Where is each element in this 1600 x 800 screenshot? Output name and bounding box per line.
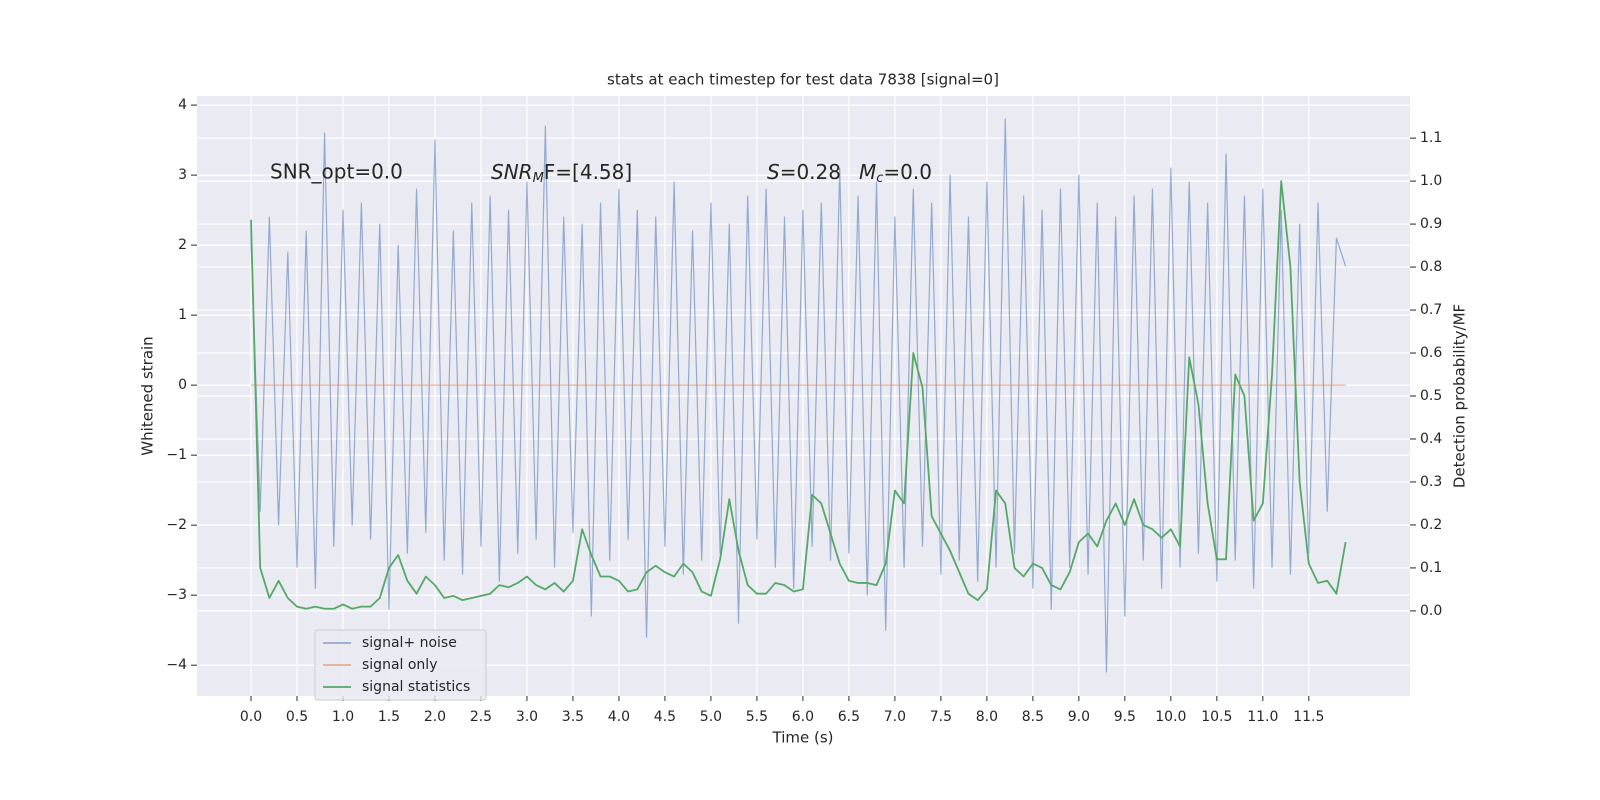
annotation-rest: =0.0 — [883, 160, 932, 184]
y-tick-label: −1 — [166, 447, 187, 463]
chart-title: stats at each timestep for test data 783… — [607, 71, 999, 89]
annotation: SNR_opt=0.0 — [270, 160, 403, 184]
y2-tick-label: 0.1 — [1420, 560, 1442, 576]
y2-axis-label: Detection probability/MF — [1451, 304, 1469, 488]
y2-tick-label: 0.5 — [1420, 388, 1442, 404]
annotation-rest: =0.28 — [780, 160, 841, 184]
annotation-base: M — [859, 160, 876, 184]
y-tick-label: 3 — [178, 167, 187, 183]
y2-tick-label: 0.0 — [1420, 603, 1442, 619]
x-tick-label: 3.5 — [562, 709, 584, 725]
y-tick-label: 0 — [178, 377, 187, 393]
annotation-sub: M — [533, 171, 544, 186]
y2-tick-label: 0.7 — [1420, 302, 1442, 318]
legend-label: signal only — [362, 657, 437, 673]
annotation-rest: F=[4.58] — [544, 160, 632, 184]
y-tick-label: −4 — [166, 657, 187, 673]
y-tick-label: 4 — [178, 97, 187, 113]
y2-tick-label: 0.6 — [1420, 345, 1442, 361]
legend-label: signal statistics — [362, 679, 470, 695]
y2-tick-label: 0.4 — [1420, 431, 1442, 447]
x-tick-label: 5.0 — [700, 709, 722, 725]
x-tick-label: 9.0 — [1068, 709, 1090, 725]
series-line — [250, 180, 1347, 610]
y-tick-label: 1 — [178, 307, 187, 323]
x-tick-label: 7.5 — [930, 709, 952, 725]
x-tick-label: 11.0 — [1247, 709, 1278, 725]
x-tick-label: 3.0 — [516, 709, 538, 725]
y-axis-label: Whitened strain — [139, 336, 157, 455]
annotation: S=0.28 — [767, 160, 841, 184]
y2-tick-label: 0.8 — [1420, 259, 1442, 275]
x-tick-label: 9.5 — [1114, 709, 1136, 725]
y2-tick-label: 1.0 — [1420, 173, 1442, 189]
x-tick-label: 0.5 — [286, 709, 308, 725]
x-tick-label: 6.5 — [838, 709, 860, 725]
x-tick-label: 5.5 — [746, 709, 768, 725]
y2-tick-label: 1.1 — [1420, 130, 1442, 146]
annotation: Mc=0.0 — [859, 160, 932, 186]
legend: signal+ noise signal only signal statistic… — [314, 629, 487, 701]
annotation-base: SNR — [491, 160, 533, 184]
x-tick-label: 1.5 — [378, 709, 400, 725]
y-tick-label: −3 — [166, 587, 187, 603]
x-tick-label: 4.0 — [608, 709, 630, 725]
legend-box — [314, 629, 487, 701]
x-tick-label: 2.5 — [470, 709, 492, 725]
x-tick-label: 1.0 — [332, 709, 354, 725]
y2-tick-label: 0.2 — [1420, 517, 1442, 533]
x-tick-label: 10.5 — [1201, 709, 1232, 725]
annotation: SNRMF=[4.58] — [491, 160, 632, 186]
axes: 0.0 0.5 1.0 1.5 2.0 2.5 3.0 3.5 4.0 4.5 5.0 5.5 6.0 6… — [166, 97, 1442, 725]
series-line — [250, 118, 1347, 673]
x-tick-label: 7.0 — [884, 709, 906, 725]
y-tick-label: −2 — [166, 517, 187, 533]
x-tick-label: 8.5 — [1022, 709, 1044, 725]
annotation-sub: c — [876, 171, 883, 186]
x-tick-label: 8.0 — [976, 709, 998, 725]
y2-tick-label: 0.9 — [1420, 216, 1442, 232]
x-axis-label: Time (s) — [772, 729, 834, 747]
x-tick-label: 2.0 — [424, 709, 446, 725]
annotation-base: S — [767, 160, 780, 184]
x-tick-label: 6.0 — [792, 709, 814, 725]
legend-label: signal+ noise — [362, 635, 457, 651]
x-tick-label: 4.5 — [654, 709, 676, 725]
y-tick-label: 2 — [178, 237, 187, 253]
x-tick-label: 11.5 — [1293, 709, 1324, 725]
marks — [250, 118, 1347, 673]
x-tick-label: 10.0 — [1155, 709, 1186, 725]
y2-tick-label: 0.3 — [1420, 474, 1442, 490]
x-tick-label: 0.0 — [240, 709, 262, 725]
annotations: SNR_opt=0.0 SNRMF=[4.58] S=0.28 Mc=0.0 — [270, 160, 932, 186]
